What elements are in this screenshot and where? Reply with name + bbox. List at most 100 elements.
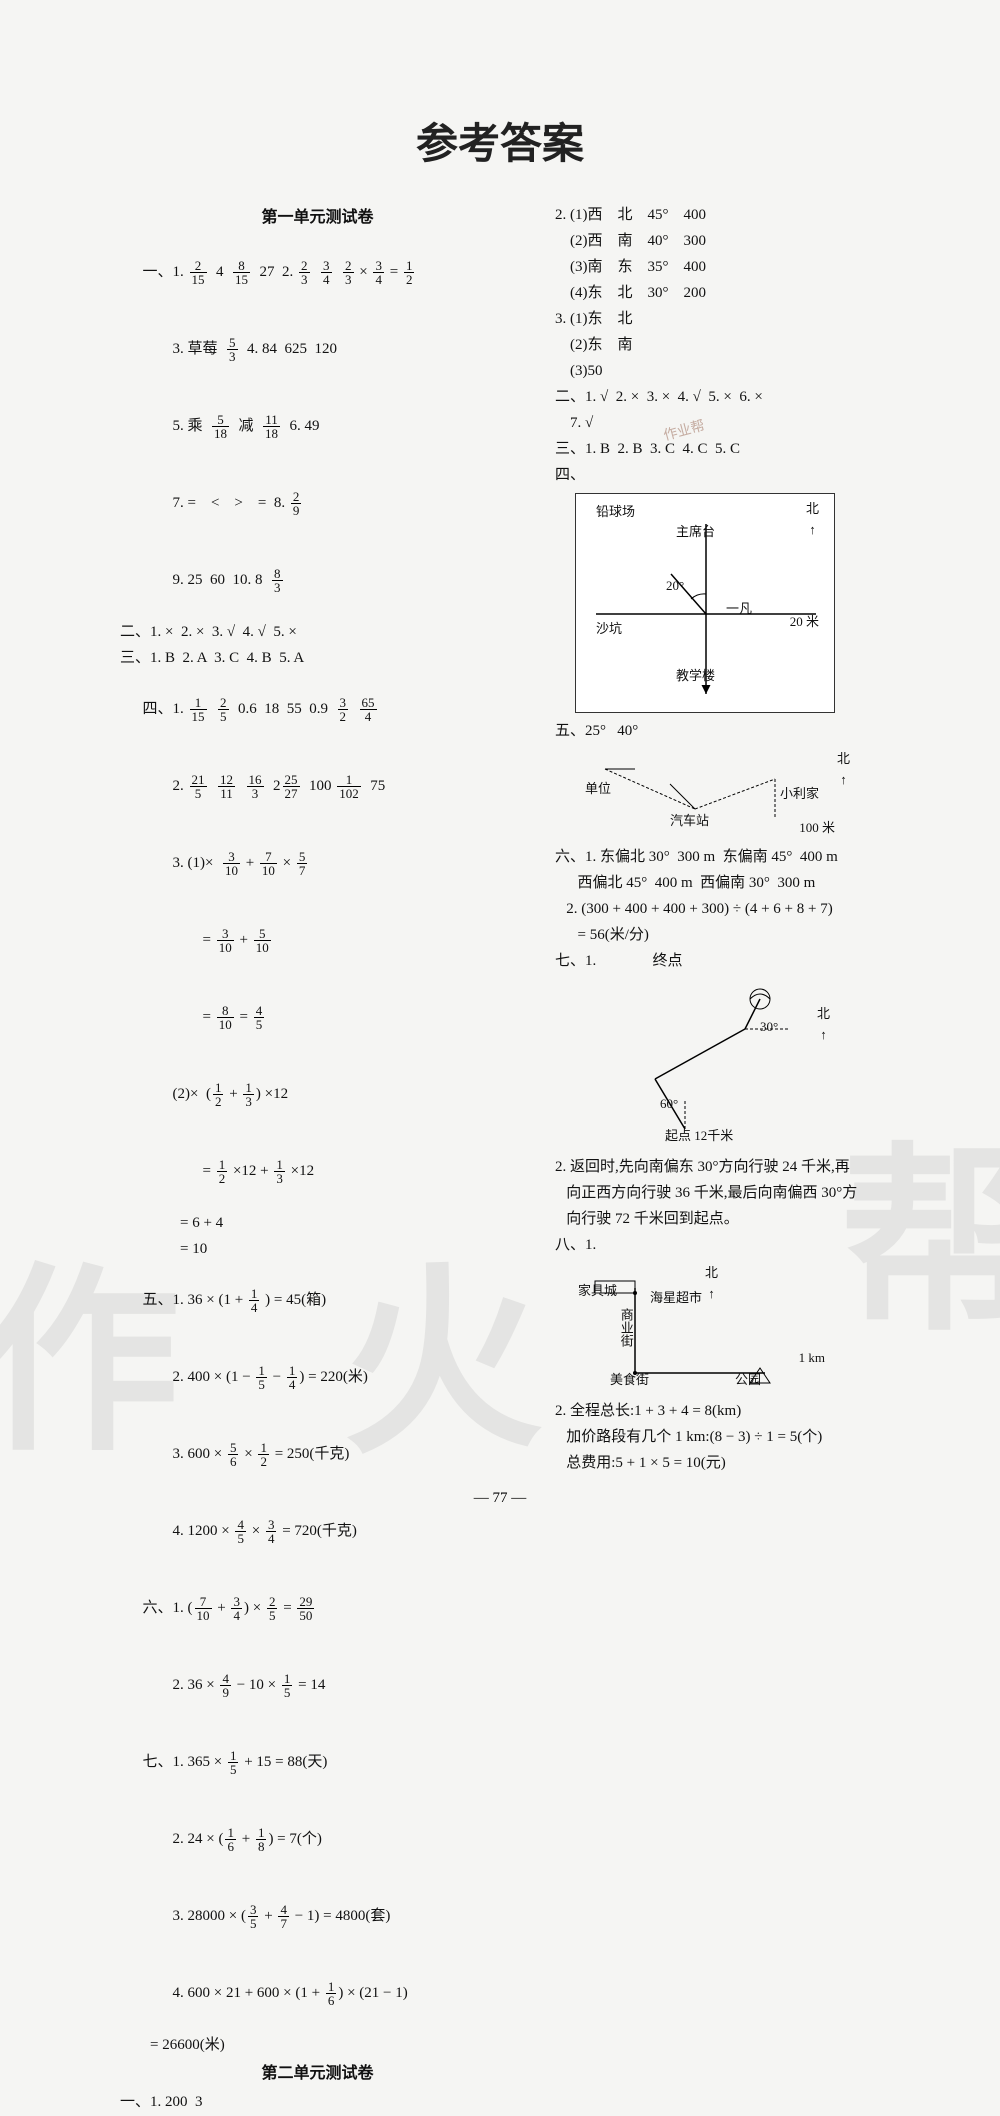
frac-d: 2	[258, 1455, 269, 1468]
answer-line: 总费用:5 + 1 × 5 = 10(元)	[555, 1451, 950, 1475]
label-shot-put: 铅球场	[596, 502, 635, 523]
text: ) × (21 − 1)	[338, 1985, 407, 2001]
frac-n: 5	[227, 336, 238, 350]
text	[209, 778, 217, 794]
frac-n: 1	[225, 1826, 236, 1840]
text: 2.	[173, 778, 188, 794]
answer-line: 3. (1)东 北	[555, 307, 950, 331]
diagram-school: 铅球场 主席台 北↑ 20° 一凡 沙坑 20 米 教学楼	[575, 493, 835, 713]
unit1-title: 第一单元测试卷	[120, 205, 515, 231]
text: ×	[240, 1446, 256, 1462]
frac-n: 1	[404, 259, 415, 273]
label-fan: 一凡	[726, 599, 752, 620]
text	[237, 778, 245, 794]
answer-line: 3. 草莓 53 4. 84 625 120	[120, 312, 515, 387]
text: ×	[279, 855, 295, 871]
frac-n: 1	[228, 1749, 239, 1763]
text	[312, 264, 320, 280]
frac-d: 9	[220, 1686, 231, 1699]
frac-n: 1	[274, 1158, 285, 1172]
answer-line: = 6 + 4	[120, 1211, 515, 1235]
frac-d: 3	[272, 581, 283, 594]
answer-line: 三、1. B 2. B 3. C 4. C 5. C	[555, 437, 950, 461]
answer-line: 2. (300 + 400 + 400 + 300) ÷ (4 + 6 + 8 …	[555, 897, 950, 921]
answer-line: 2. (1)西 北 45° 400	[555, 203, 950, 227]
frac-d: 3	[243, 1095, 254, 1108]
answer-line: 3. (1)× 310 + 710 × 57	[120, 826, 515, 901]
text: 2. 36 ×	[173, 1677, 219, 1693]
frac-d: 8	[256, 1840, 267, 1853]
frac-n: 3	[248, 1903, 259, 1917]
answer-line: 向行驶 72 千米回到起点。	[555, 1207, 950, 1231]
text	[350, 701, 358, 717]
label-xiaoli: 小利家	[780, 784, 819, 805]
text: ) ×12	[256, 1086, 288, 1102]
frac-d: 4	[321, 273, 332, 286]
label-food: 美食街	[610, 1370, 649, 1391]
text: 7. = < > = 8.	[173, 495, 289, 511]
answer-line: 六、1. (710 + 34) × 25 = 2950	[120, 1571, 515, 1646]
text: −	[269, 1369, 285, 1385]
frac-d: 3	[299, 273, 310, 286]
diagram-route: 30° 60° 起点 12千米 北↑	[595, 979, 835, 1149]
frac-d: 5	[248, 1917, 259, 1930]
frac-n: 4	[235, 1518, 246, 1532]
text: =	[236, 1009, 252, 1025]
answer-line: 5. 乘 518 减 1118 6. 49	[120, 389, 515, 464]
left-column: 第一单元测试卷 一、1. 215 4 815 27 2. 23 34 23 × …	[120, 201, 535, 2116]
frac-n: 4	[254, 1004, 265, 1018]
frac-n: 25	[283, 773, 300, 787]
text: 6. 49	[282, 418, 320, 434]
frac-d: 10	[195, 1609, 212, 1622]
answer-line: (2)西 南 40° 300	[555, 229, 950, 253]
label-furniture: 家具城	[578, 1281, 617, 1302]
label-scale: 100 米	[799, 818, 835, 839]
frac-n: 1	[326, 1980, 337, 1994]
text: − 1) = 4800(套)	[291, 1908, 390, 1924]
frac-d: 2	[404, 273, 415, 286]
answer-line: 八、1.	[555, 1233, 950, 1257]
text: =	[203, 932, 215, 948]
answer-line: (2)东 南	[555, 333, 950, 357]
answer-line: 一、1. 200 3	[120, 2090, 515, 2114]
answer-line: (2)× (12 + 13) ×12	[120, 1057, 515, 1132]
answer-line: 西偏北 45° 400 m 西偏南 30° 300 m	[555, 871, 950, 895]
frac-d: 5	[190, 787, 207, 800]
frac-n: 8	[272, 567, 283, 581]
answer-line: 2. 全程总长:1 + 3 + 4 = 8(km)	[555, 1399, 950, 1423]
label-angle: 30°	[760, 1017, 778, 1038]
answer-line: 4. 1200 × 45 × 34 = 720(千克)	[120, 1494, 515, 1569]
answer-line: 三、1. B 2. A 3. C 4. B 5. A	[120, 646, 515, 670]
text: = 250(千克)	[271, 1446, 349, 1462]
frac-n: 3	[231, 1595, 242, 1609]
frac-n: 3	[217, 927, 234, 941]
answer-line: 7. √	[555, 411, 950, 435]
text	[334, 264, 342, 280]
answer-line: = 10	[120, 1237, 515, 1261]
answer-line: 2. 215 1211 163 22527 100 1102 75	[120, 749, 515, 824]
frac-d: 10	[254, 941, 271, 954]
text: ×	[248, 1523, 264, 1539]
north-indicator: 北↑	[705, 1263, 718, 1305]
frac-n: 4	[220, 1672, 231, 1686]
text	[209, 701, 217, 717]
frac-n: 5	[212, 413, 229, 427]
right-column: 2. (1)西 北 45° 400 (2)西 南 40° 300 (3)南 东 …	[535, 201, 950, 2116]
frac-d: 7	[278, 1917, 289, 1930]
text: 2. 24 × (	[173, 1831, 224, 1847]
frac-n: 1	[213, 1081, 224, 1095]
answer-line: 7. = < > = 8. 29	[120, 466, 515, 541]
text: + 15 = 88(天)	[240, 1754, 327, 1770]
frac-n: 2	[267, 1595, 278, 1609]
text: 3. 28000 × (	[173, 1908, 246, 1924]
frac-d: 5	[282, 1686, 293, 1699]
answer-line: (3)50	[555, 359, 950, 383]
frac-d: 4	[266, 1532, 277, 1545]
frac-n: 1	[282, 1672, 293, 1686]
answer-line: 七、1. 365 × 15 + 15 = 88(天)	[120, 1725, 515, 1800]
unit2-title: 第二单元测试卷	[120, 2061, 515, 2087]
frac-d: 5	[256, 1378, 267, 1391]
text: 减	[231, 418, 261, 434]
text: = 14	[294, 1677, 325, 1693]
answer-line: 五、1. 36 × (1 + 14 ) = 45(箱)	[120, 1263, 515, 1338]
